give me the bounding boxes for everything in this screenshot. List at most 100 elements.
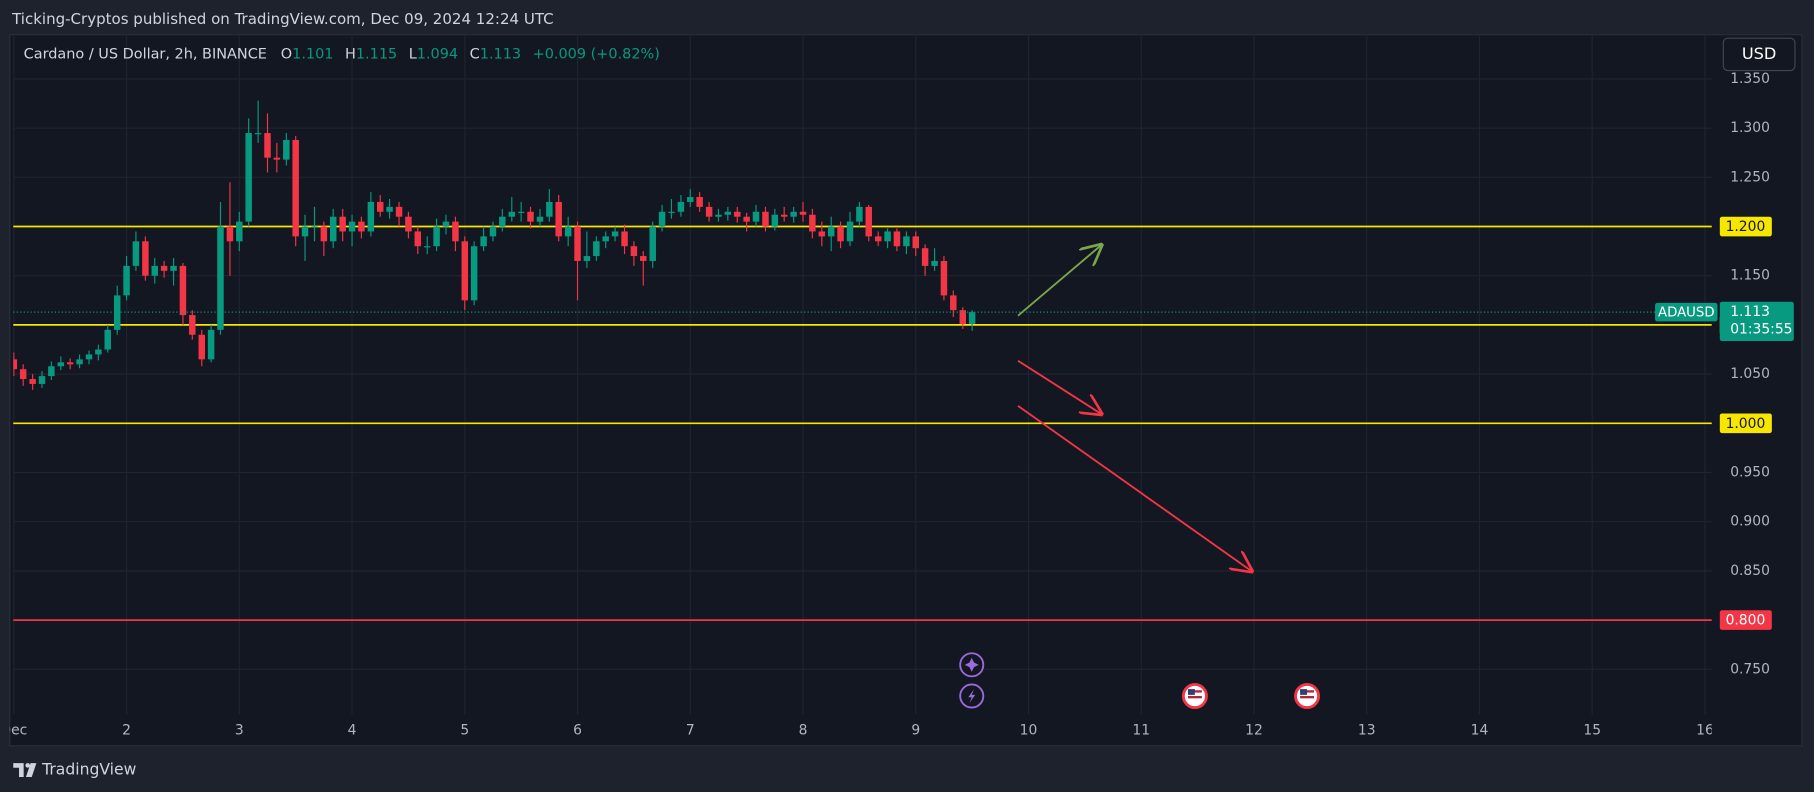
candle-body — [517, 211, 525, 213]
candle-body — [198, 334, 205, 360]
candle-body — [546, 201, 553, 217]
candle-body — [893, 231, 901, 247]
candle-body — [649, 226, 656, 261]
candle-body — [123, 265, 130, 296]
candle-body — [931, 260, 938, 266]
candle-body — [827, 226, 835, 237]
y-tick-label: 1.300 — [1730, 120, 1770, 136]
candle-body — [611, 231, 619, 237]
candle-body — [76, 359, 83, 365]
candle-body — [771, 214, 779, 227]
candle-body — [320, 226, 328, 242]
candle-body — [593, 241, 600, 257]
candle-body — [29, 379, 36, 384]
candle-body — [245, 133, 252, 222]
candle-body — [621, 231, 628, 247]
brand-icon — [13, 763, 37, 777]
candle-body — [846, 221, 854, 242]
candle-body — [104, 329, 111, 350]
candle-body — [489, 226, 497, 237]
y-tick-label: 1.350 — [1730, 71, 1770, 87]
x-tick-label: 5 — [460, 723, 469, 739]
x-tick-label: 13 — [1358, 723, 1376, 739]
candle-body — [13, 359, 18, 370]
candle-body — [452, 221, 459, 242]
y-tick-label: 1.050 — [1730, 366, 1770, 382]
candle-body — [921, 248, 929, 266]
candle-body — [630, 246, 638, 257]
candle-body — [179, 265, 187, 316]
level-label-box — [1719, 610, 1772, 630]
candle-body — [264, 133, 271, 158]
candle-body — [743, 216, 750, 222]
candle-body — [799, 211, 807, 215]
ohlc-value: 1.113 — [480, 46, 521, 62]
candle-body — [414, 231, 422, 247]
candle-body — [555, 201, 562, 237]
candle-body — [912, 236, 919, 249]
candle-body — [376, 201, 384, 212]
publisher: Ticking-Cryptos published on TradingView… — [11, 10, 554, 28]
candle-body — [273, 157, 281, 160]
candle-body — [762, 211, 769, 227]
arrow-down — [1017, 405, 1252, 571]
candle-body — [968, 312, 976, 324]
ohlc-label: H — [345, 46, 356, 62]
chart-panel — [9, 34, 1803, 747]
candle-body — [395, 206, 403, 217]
arrow-up — [1017, 245, 1101, 317]
ohlc-value: 1.094 — [417, 46, 458, 62]
candle-body — [677, 201, 685, 212]
candle-body — [367, 201, 375, 232]
level-label: 1.200 — [1726, 219, 1766, 235]
change: +0.009 (+0.82%) — [533, 46, 660, 62]
candle-body — [405, 216, 412, 232]
candle-body — [818, 231, 826, 237]
event-icons — [959, 652, 1321, 710]
flag-canton — [1300, 689, 1308, 695]
flag-stripe — [1187, 696, 1202, 699]
symbol-title: Cardano / US Dollar, 2h, BINANCE — [24, 46, 267, 62]
x-tick-label: 6 — [573, 723, 582, 739]
candle-body — [311, 226, 318, 228]
candle-body — [170, 265, 177, 271]
flag-canton — [1187, 689, 1195, 695]
candle-body — [217, 226, 224, 330]
candle-body — [142, 241, 149, 276]
candle-body — [480, 236, 487, 247]
candle-body — [734, 211, 741, 217]
candle-body — [48, 366, 55, 377]
last-price-label: 1.113 — [1730, 304, 1770, 320]
candles — [13, 100, 976, 390]
candle-body — [574, 226, 581, 261]
drawings — [1017, 245, 1252, 571]
x-tick-label: 14 — [1471, 723, 1489, 739]
x-tick-label: 10 — [1020, 723, 1038, 739]
candle-body — [329, 216, 337, 242]
brand-logo — [13, 763, 37, 777]
candle-body — [160, 265, 168, 271]
candle-body — [226, 226, 234, 242]
candle-body — [705, 206, 713, 217]
candle-body — [837, 226, 844, 242]
x-tick-label: 9 — [911, 723, 920, 739]
candle-body — [433, 226, 440, 247]
y-tick-label: 0.900 — [1730, 514, 1770, 530]
currency-button[interactable] — [1722, 37, 1796, 72]
candle-body — [780, 214, 788, 217]
ohlc-label: L — [409, 46, 417, 62]
candle-body — [386, 206, 393, 212]
x-tick-label: 3 — [235, 723, 244, 739]
level-label: 0.800 — [1726, 613, 1766, 629]
x-tick-label: 4 — [348, 723, 357, 739]
x-tick-label: 15 — [1583, 723, 1601, 739]
candle-body — [358, 221, 365, 232]
candle-body — [461, 241, 469, 301]
x-tick-label: 8 — [799, 723, 808, 739]
candle-body — [950, 295, 957, 311]
candle-body — [724, 211, 732, 215]
candle-body — [856, 206, 863, 222]
currency: USD — [1742, 44, 1777, 63]
